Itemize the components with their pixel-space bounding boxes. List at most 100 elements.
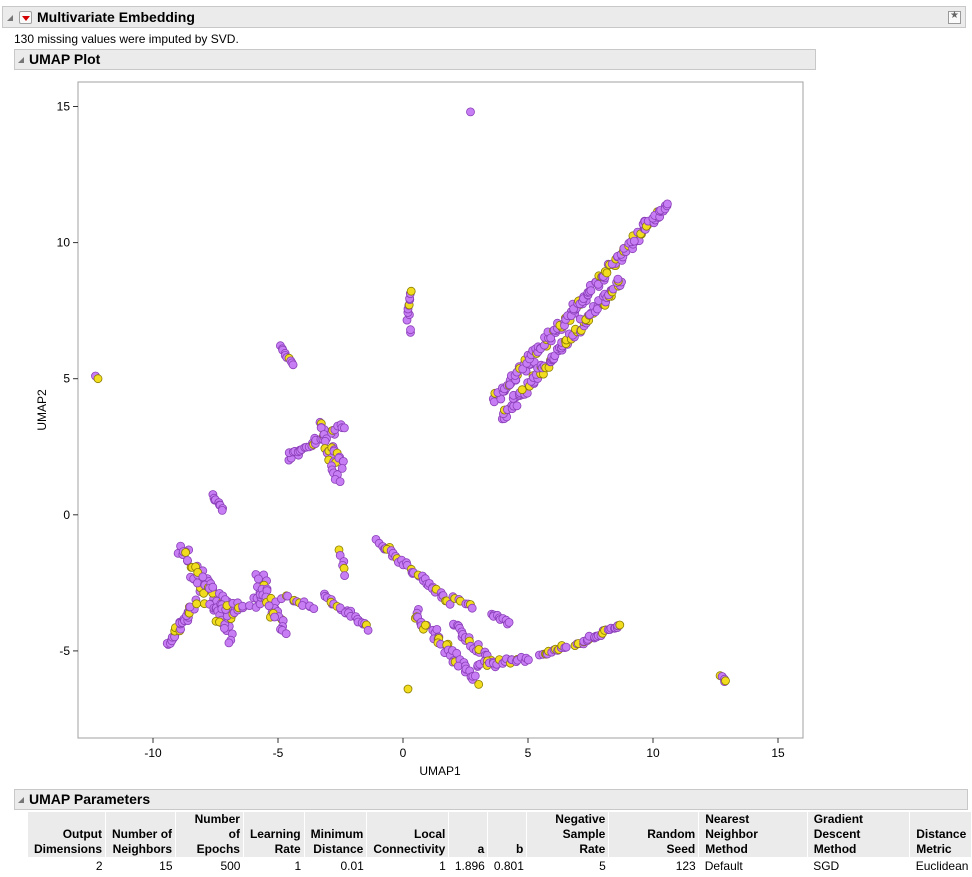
y-tick-label: 15 xyxy=(57,99,71,113)
data-point[interactable] xyxy=(629,236,639,246)
report-header: Multivariate Embedding xyxy=(2,6,966,28)
param-header-0: Output Dimensions xyxy=(28,812,107,857)
data-point[interactable] xyxy=(406,286,416,296)
param-value-0: 2 xyxy=(95,859,103,873)
data-point[interactable] xyxy=(339,563,349,573)
data-point[interactable] xyxy=(182,556,192,565)
data-point[interactable] xyxy=(335,477,345,487)
data-point[interactable] xyxy=(198,572,208,582)
data-point[interactable] xyxy=(561,642,571,652)
y-tick-label: 10 xyxy=(57,236,71,250)
param-header-7: b xyxy=(487,812,528,857)
data-point[interactable] xyxy=(309,604,319,613)
data-point[interactable] xyxy=(288,360,298,370)
data-point[interactable] xyxy=(217,505,227,515)
data-point[interactable] xyxy=(320,436,330,446)
data-point[interactable] xyxy=(432,625,442,634)
data-point[interactable] xyxy=(192,599,202,609)
data-point[interactable] xyxy=(181,548,191,557)
data-point[interactable] xyxy=(337,463,347,473)
data-point[interactable] xyxy=(517,385,527,395)
red-triangle-menu-icon[interactable] xyxy=(19,11,32,24)
data-point[interactable] xyxy=(363,625,373,635)
data-point[interactable] xyxy=(253,574,263,584)
umap-parameters-header: UMAP Parameters xyxy=(14,789,968,810)
param-header-4: Minimum Distance xyxy=(304,812,368,857)
data-point[interactable] xyxy=(420,620,430,630)
param-value-8: 5 xyxy=(599,859,606,873)
param-value-9: 123 xyxy=(675,859,696,873)
data-point[interactable] xyxy=(504,618,514,627)
y-tick-label: 5 xyxy=(63,372,70,386)
data-point[interactable] xyxy=(512,401,522,411)
param-header-8: Negative Sample Rate xyxy=(526,812,610,857)
data-point[interactable] xyxy=(93,374,103,384)
data-point[interactable] xyxy=(466,107,475,117)
data-point[interactable] xyxy=(663,199,672,209)
collapse-triangle-icon[interactable] xyxy=(18,797,24,803)
collapse-triangle-icon[interactable] xyxy=(18,57,24,63)
param-value-1: 15 xyxy=(159,859,173,873)
data-point[interactable] xyxy=(281,629,291,639)
umap-plot-header: UMAP Plot xyxy=(14,49,816,70)
param-header-1: Number of Neighbors xyxy=(105,812,176,857)
param-value-7: 0.801 xyxy=(493,859,524,873)
data-point[interactable] xyxy=(406,325,415,335)
param-value-10: Default xyxy=(704,859,743,873)
data-point[interactable] xyxy=(224,638,234,648)
data-point[interactable] xyxy=(602,268,612,278)
param-value-11: SGD xyxy=(813,859,840,873)
x-axis-label: UMAP1 xyxy=(419,764,461,778)
data-point[interactable] xyxy=(403,684,413,694)
data-point[interactable] xyxy=(505,380,515,390)
data-points[interactable] xyxy=(91,107,730,694)
param-value-6: 1.896 xyxy=(454,859,485,873)
data-point[interactable] xyxy=(208,582,218,592)
pin-icon[interactable] xyxy=(948,10,961,24)
param-header-12: Distance Metric xyxy=(909,812,972,857)
data-point[interactable] xyxy=(586,286,596,296)
data-point[interactable] xyxy=(470,671,480,681)
param-header-5: Local Connectivity xyxy=(366,812,450,857)
param-value-4: 0.01 xyxy=(340,859,364,873)
umap-parameters-table: Output Dimensions Number of Neighbors Numb… xyxy=(28,812,972,873)
x-tick-label: -5 xyxy=(273,746,284,760)
param-value-2: 500 xyxy=(220,859,241,873)
parameters-header-row: Output Dimensions Number of Neighbors Numb… xyxy=(28,812,972,857)
x-tick-label: -10 xyxy=(144,746,162,760)
data-point[interactable] xyxy=(219,623,229,633)
data-point[interactable] xyxy=(445,599,455,609)
param-value-12: Euclidean xyxy=(915,859,969,873)
data-point[interactable] xyxy=(613,274,623,284)
y-tick-label: 0 xyxy=(63,508,70,522)
data-point[interactable] xyxy=(474,680,484,689)
data-point[interactable] xyxy=(721,676,730,686)
data-point[interactable] xyxy=(340,571,350,580)
param-value-3: 1 xyxy=(294,859,302,873)
param-header-6: a xyxy=(448,812,489,857)
data-point[interactable] xyxy=(593,279,603,289)
data-point[interactable] xyxy=(270,612,280,622)
x-tick-label: 15 xyxy=(771,746,785,760)
umap-parameters-title: UMAP Parameters xyxy=(29,791,151,807)
umap-plot-title: UMAP Plot xyxy=(29,51,101,67)
x-tick-label: 5 xyxy=(525,746,532,760)
data-point[interactable] xyxy=(283,591,292,601)
x-tick-label: 0 xyxy=(400,746,407,760)
param-header-10: Nearest Neighbor Method xyxy=(698,812,808,857)
param-value-5: 1 xyxy=(439,859,446,873)
data-point[interactable] xyxy=(339,423,349,433)
umap-scatter-plot: -10 -5 0 5 10 15 -5 0 5 10 15 UMAP1 UMAP2 xyxy=(35,81,804,778)
param-header-2: Number of Epochs xyxy=(175,812,244,857)
data-point[interactable] xyxy=(524,655,533,665)
report-title: Multivariate Embedding xyxy=(37,9,195,25)
collapse-triangle-icon[interactable] xyxy=(7,15,13,21)
param-header-9: Random Seed xyxy=(608,812,700,857)
param-header-3: Learning Rate xyxy=(243,812,305,857)
param-header-11: Gradient Descent Method xyxy=(807,812,911,857)
imputation-note: 130 missing values were imputed by SVD. xyxy=(14,32,239,46)
data-point[interactable] xyxy=(615,620,625,630)
y-axis-label: UMAP2 xyxy=(35,389,49,431)
y-tick-label: -5 xyxy=(59,644,70,658)
data-point[interactable] xyxy=(467,603,477,613)
